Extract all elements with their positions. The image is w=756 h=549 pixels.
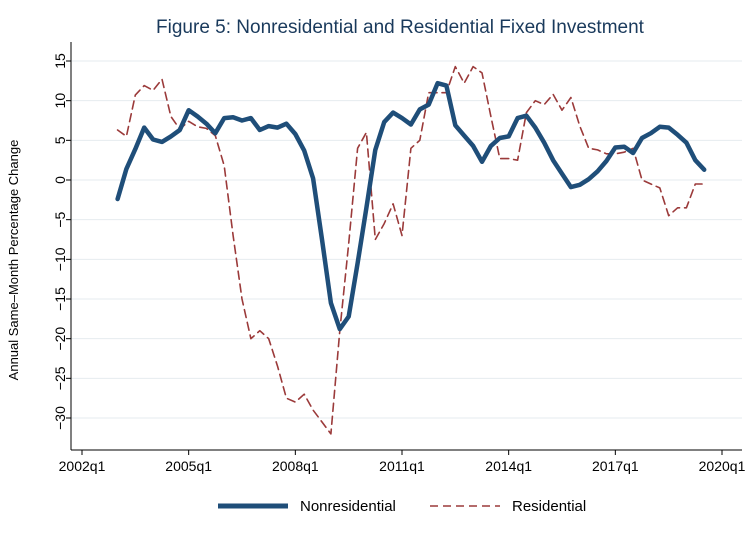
x-tick-label-5: 2017q1 [592, 458, 639, 474]
x-tick-label-2: 2008q1 [272, 458, 319, 474]
x-axis-ticks: 2002q1 2005q1 2008q1 2011q1 2014q1 2017q1 2020… [59, 450, 746, 474]
y-tick-label-7: −20 [52, 327, 68, 351]
legend-label-nonresidential: Nonresidential [300, 498, 396, 515]
x-tick-label-6: 2020q1 [699, 458, 746, 474]
y-tick-label-1: 10 [52, 93, 68, 109]
x-tick-label-3: 2011q1 [379, 458, 425, 474]
y-tick-label-5: −10 [52, 247, 68, 271]
y-tick-label-0: 15 [52, 53, 68, 69]
x-tick-label-4: 2014q1 [485, 458, 532, 474]
y-tick-label-2: 5 [52, 136, 68, 144]
y-tick-label-9: −30 [52, 406, 68, 430]
y-tick-label-6: −15 [52, 287, 68, 311]
y-tick-label-3: 0 [52, 176, 68, 184]
x-tick-label-0: 2002q1 [59, 458, 106, 474]
chart-title: Figure 5: Nonresidential and Residential… [156, 17, 645, 38]
series-line-residential [116, 65, 706, 435]
gridlines [71, 60, 742, 419]
y-axis-ticks: 15 10 5 0 −5 −10 −15 −20 −25 −30 [52, 53, 71, 430]
series-layer [115, 65, 707, 435]
legend-label-residential: Residential [512, 498, 586, 515]
x-tick-label-1: 2005q1 [165, 458, 212, 474]
y-axis-label: Annual Same–Month Percentage Change [6, 140, 21, 381]
series-line-nonresidential [115, 80, 707, 332]
y-tick-label-8: −25 [52, 366, 68, 390]
y-tick-label-4: −5 [52, 211, 68, 227]
legend: Nonresidential Residential [218, 498, 586, 515]
